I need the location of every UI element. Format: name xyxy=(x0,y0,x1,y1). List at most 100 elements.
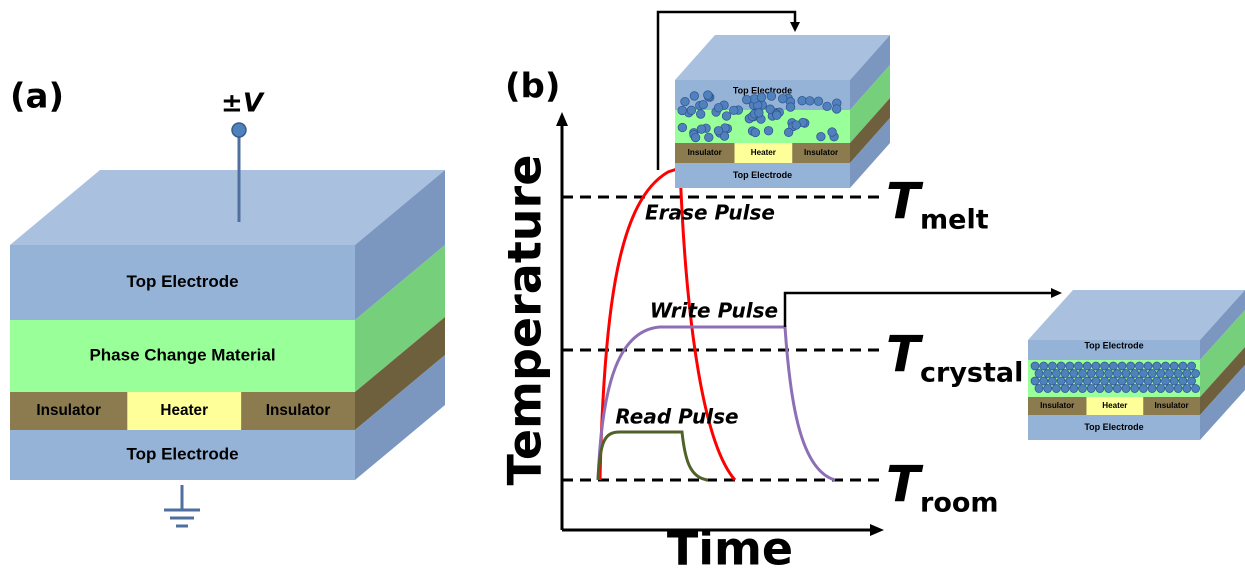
atom xyxy=(798,96,807,105)
atom xyxy=(697,125,706,134)
layer-label: Insulator xyxy=(1040,401,1075,410)
atom xyxy=(691,133,700,142)
atom xyxy=(1127,377,1135,385)
atom xyxy=(786,103,795,112)
atom xyxy=(1075,377,1083,385)
atom xyxy=(1105,385,1113,393)
device: Top Electrode Phase Change Material Insula… xyxy=(10,170,445,480)
atom xyxy=(1118,377,1126,385)
atom xyxy=(1183,370,1191,378)
atom xyxy=(1092,377,1100,385)
atom xyxy=(1118,362,1126,370)
atom xyxy=(714,103,723,112)
atom xyxy=(678,123,687,132)
atom xyxy=(764,126,773,135)
atom xyxy=(1170,362,1178,370)
atom xyxy=(704,91,713,100)
atom xyxy=(1031,362,1039,370)
arrowhead xyxy=(556,112,568,126)
terminal xyxy=(232,123,246,137)
atom xyxy=(1188,362,1196,370)
atom xyxy=(772,111,781,120)
atom xyxy=(1031,377,1039,385)
voltage-label: ±V xyxy=(221,89,265,119)
atom xyxy=(1162,377,1170,385)
read-curve xyxy=(598,432,708,480)
layer-label: Top Electrode xyxy=(126,272,238,291)
atom xyxy=(1153,377,1161,385)
level-symbol: T xyxy=(886,173,924,231)
ground xyxy=(164,485,200,526)
atom xyxy=(1096,385,1104,393)
inset-device: Top ElectrodeInsulatorHeaterInsulatorTop… xyxy=(1028,290,1245,440)
atom xyxy=(1109,377,1117,385)
layer-label: Insulator xyxy=(36,402,101,419)
atom xyxy=(1144,362,1152,370)
level-symbol: T xyxy=(886,456,924,514)
atom xyxy=(1057,362,1065,370)
x-axis-label: Time xyxy=(667,522,793,576)
atom xyxy=(1166,385,1174,393)
layer-label: Heater xyxy=(751,148,777,157)
layer-label: Insulator xyxy=(688,148,723,157)
atom xyxy=(1139,370,1147,378)
atom xyxy=(1083,377,1091,385)
atom xyxy=(806,97,815,106)
level-subscript: crystal xyxy=(920,358,1023,389)
layer-label: Phase Change Material xyxy=(89,345,275,364)
atom xyxy=(751,128,760,137)
atom xyxy=(1174,370,1182,378)
atom xyxy=(1109,362,1117,370)
atom xyxy=(681,97,690,106)
atom xyxy=(1113,370,1121,378)
atom xyxy=(1035,370,1043,378)
layer-label: Heater xyxy=(160,402,208,419)
atom xyxy=(1135,377,1143,385)
atom xyxy=(1192,370,1200,378)
atom xyxy=(1188,377,1196,385)
atom xyxy=(687,106,696,115)
atom xyxy=(1075,362,1083,370)
atom xyxy=(1139,385,1147,393)
levels xyxy=(562,197,880,480)
atom xyxy=(1061,385,1069,393)
atom xyxy=(1101,362,1109,370)
pulse-label: Erase Pulse xyxy=(645,201,775,225)
atom xyxy=(742,95,751,104)
atom xyxy=(1148,370,1156,378)
atom xyxy=(704,133,713,142)
atom xyxy=(1192,385,1200,393)
atom xyxy=(1166,370,1174,378)
atom xyxy=(1079,370,1087,378)
atom xyxy=(817,132,826,141)
atom xyxy=(729,106,738,115)
pulse-label: Write Pulse xyxy=(650,299,778,323)
atom xyxy=(814,97,823,106)
atom xyxy=(1170,377,1178,385)
layer-label: Heater xyxy=(1102,401,1128,410)
atom xyxy=(1040,362,1048,370)
arrowhead xyxy=(790,22,800,32)
atom xyxy=(1087,370,1095,378)
panel-label: (a) xyxy=(10,77,64,117)
figure: (a) (b) Top Electrode Phase Change Materi… xyxy=(0,0,1245,577)
atom xyxy=(1083,362,1091,370)
atom xyxy=(1052,370,1060,378)
atom xyxy=(1131,385,1139,393)
atom xyxy=(1179,377,1187,385)
atom xyxy=(1066,377,1074,385)
atom xyxy=(1135,362,1143,370)
atom xyxy=(1148,385,1156,393)
atom xyxy=(1157,370,1165,378)
level-subscript: melt xyxy=(920,205,989,236)
atom xyxy=(1052,385,1060,393)
atom xyxy=(767,92,776,101)
layer-label: Top Electrode xyxy=(1084,422,1143,432)
atom xyxy=(1044,370,1052,378)
arrow xyxy=(785,293,1052,327)
atom xyxy=(1157,385,1165,393)
y-axis-label: Temperature xyxy=(498,155,552,486)
atom xyxy=(714,126,723,135)
panel-label: (b) xyxy=(505,67,560,107)
level-symbol: T xyxy=(886,326,924,384)
